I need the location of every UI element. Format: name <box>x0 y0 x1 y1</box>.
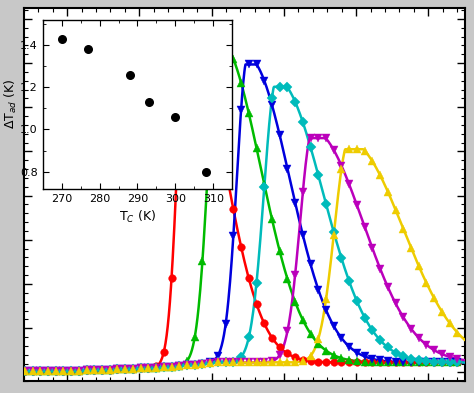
X-axis label: T$_C$ (K): T$_C$ (K) <box>119 209 156 225</box>
Y-axis label: $\Delta$T$_{ad}$ (K): $\Delta$T$_{ad}$ (K) <box>2 79 18 129</box>
Point <box>202 169 210 175</box>
Point <box>58 35 65 42</box>
Point <box>172 114 179 120</box>
Point <box>126 72 134 78</box>
Point <box>145 99 153 105</box>
Point <box>84 46 92 52</box>
